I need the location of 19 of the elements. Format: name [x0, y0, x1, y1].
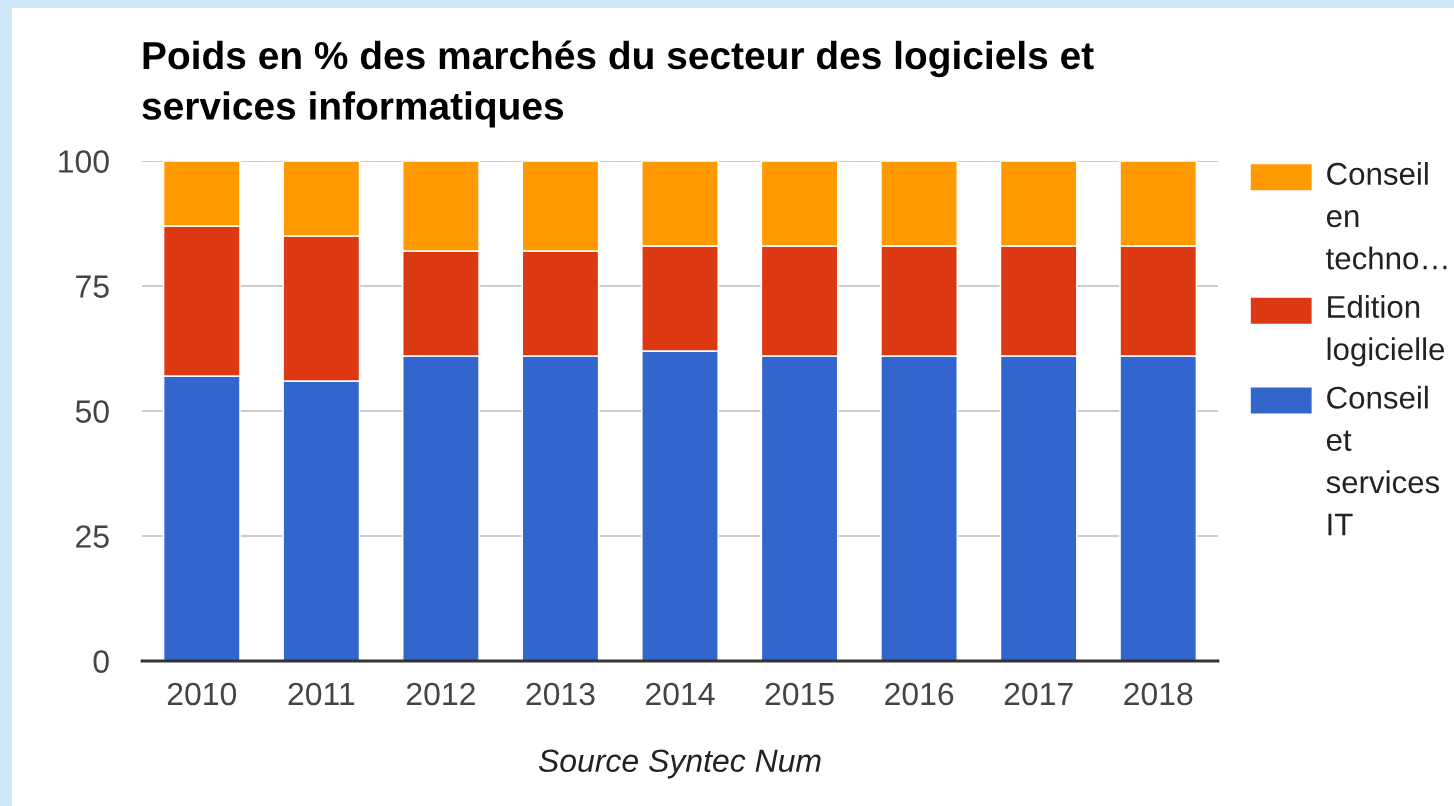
legend-label: Edition logicielle [1327, 295, 1445, 367]
source-note: Source Syntec Num [538, 749, 821, 779]
x-tick-label: 2016 [885, 682, 954, 706]
x-tick-label: 2010 [167, 682, 237, 706]
x-tick-label: 2013 [526, 682, 595, 706]
y-tick-label: 50 [75, 400, 109, 423]
x-tick-label: 2015 [765, 682, 834, 706]
y-tick-label: 0 [93, 650, 109, 673]
chart-title: Poids en % des marchés du secteur des logiciels et services informatiques [142, 40, 1094, 128]
y-tick-label: 25 [76, 525, 109, 548]
x-tick-label: 2012 [406, 682, 475, 706]
legend-label: Conseil en techno… [1326, 162, 1447, 270]
y-tick-label: 100 [59, 150, 109, 173]
x-tick-label: 2014 [646, 682, 715, 706]
x-tick-label: 2018 [1124, 682, 1193, 706]
x-tick-label: 2011 [288, 682, 355, 706]
x-tick-label: 2017 [1004, 682, 1073, 706]
legend-label: Conseil et services IT [1326, 385, 1440, 536]
y-tick-label: 75 [76, 275, 109, 298]
